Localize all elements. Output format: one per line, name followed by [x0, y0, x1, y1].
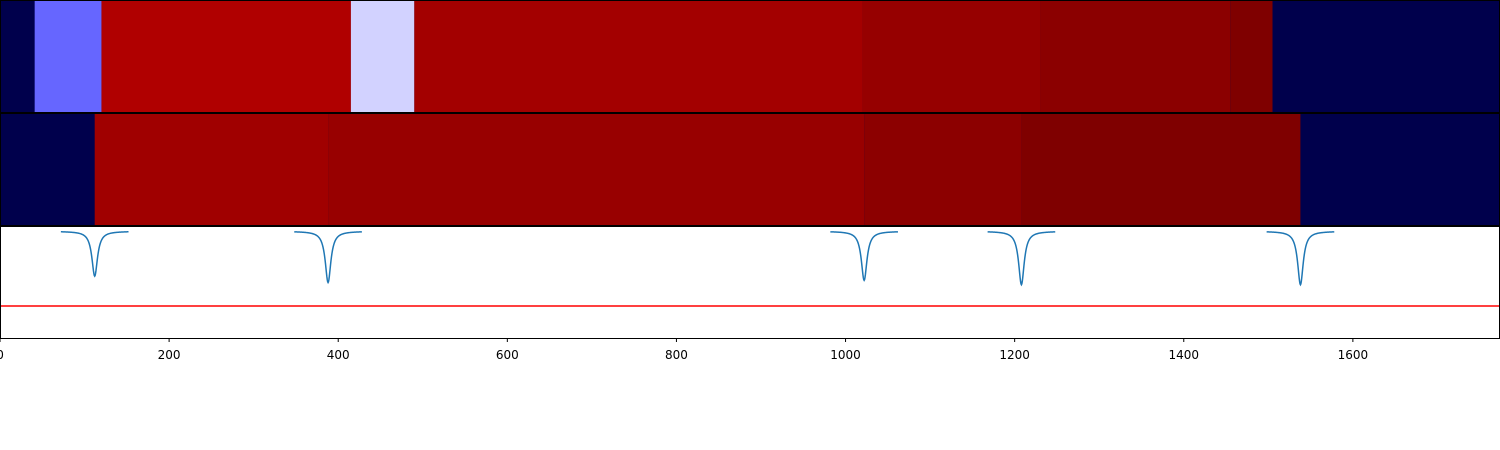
heatmap-middle-panel — [0, 113, 1500, 226]
heatmap-segment-5 — [1300, 113, 1500, 225]
heatmap-segment-1 — [94, 113, 329, 225]
heatmap-top-panel — [0, 0, 1500, 113]
line-panel-background — [0, 226, 1500, 338]
heatmap-segment-8 — [1272, 0, 1500, 112]
heatmap-segment-3 — [864, 113, 1022, 225]
x-axis: 0 200 400 600 800 1000 1200 1400 1600 — [0, 338, 1368, 362]
signal-dip-2 — [830, 231, 898, 282]
heatmap-segment-0 — [0, 0, 35, 112]
signal-dip-3 — [987, 231, 1056, 287]
heatmap-segment-4 — [1021, 113, 1301, 225]
heatmap-segment-6 — [1040, 0, 1231, 112]
x-tick-label-0: 0 — [0, 348, 4, 362]
signal-line-panel — [0, 226, 1500, 339]
x-tick-label-3: 600 — [496, 348, 519, 362]
heatmap-segment-1 — [34, 0, 102, 112]
signal-dip-4 — [1266, 231, 1335, 287]
heatmap-segment-3 — [350, 0, 415, 112]
heatmap-segment-7 — [1230, 0, 1273, 112]
heatmap-segment-0 — [0, 113, 95, 225]
x-tick-label-2: 400 — [327, 348, 350, 362]
signal-dip-1 — [294, 231, 362, 285]
x-tick-label-7: 1400 — [1168, 348, 1199, 362]
signal-dip-0 — [60, 231, 129, 278]
x-tick-label-1: 200 — [158, 348, 181, 362]
heatmap-segment-4 — [414, 0, 863, 112]
heatmap-segment-2 — [328, 113, 865, 225]
x-tick-label-8: 1600 — [1338, 348, 1369, 362]
x-tick-label-4: 800 — [665, 348, 688, 362]
heatmap-segment-2 — [101, 0, 351, 112]
heatmap-segment-5 — [862, 0, 1041, 112]
x-tick-label-5: 1000 — [830, 348, 861, 362]
x-tick-label-6: 1200 — [999, 348, 1030, 362]
